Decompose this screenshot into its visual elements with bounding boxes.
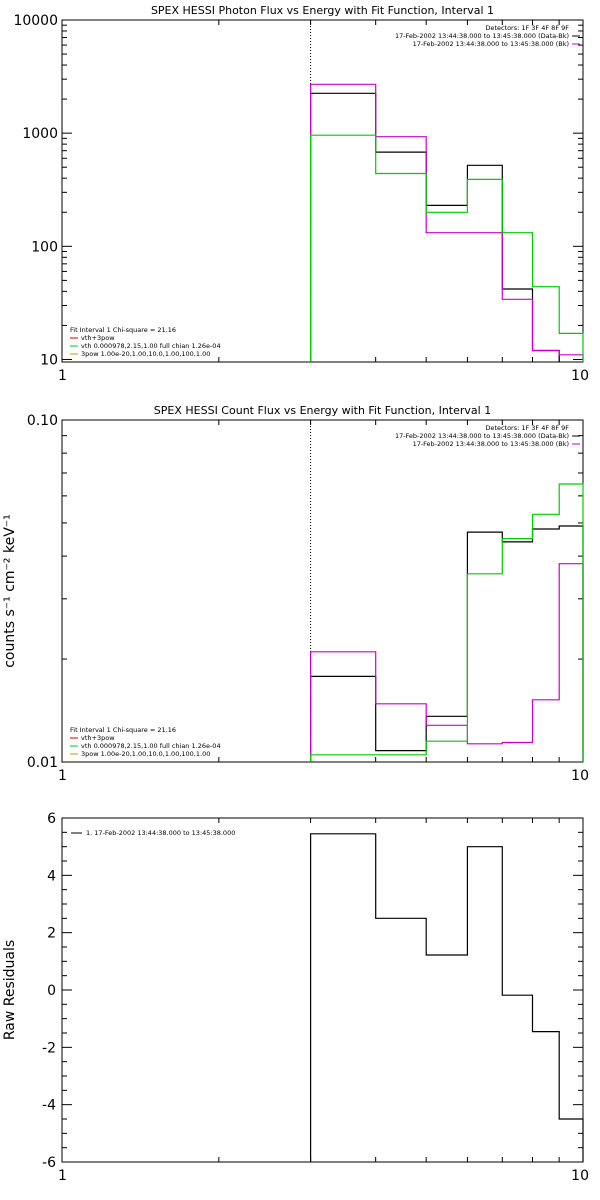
x-tick-label: 1 [58,768,67,784]
chart-title: SPEX HESSI Photon Flux vs Energy with Fi… [151,4,494,17]
legend-text: Fit Interval 1 Chi-square = 21.16 [70,726,176,734]
legend-text: 17-Feb-2002 13:44:38.000 to 13:45:38.000… [395,32,569,40]
y-tick-label: -2 [42,1040,56,1056]
series-line-3 [310,483,584,762]
legend-text: vth 0.000978,2.15,1.00 full chian 1.26e-… [81,342,221,350]
x-tick-label: 10 [571,368,589,384]
legend-text: vth+3pow [81,734,115,742]
x-tick-label: 10 [571,768,589,784]
y-axis-label: counts s⁻¹ cm⁻² keV⁻¹ [2,514,18,668]
chart-panel-1: SPEX HESSI Photon Flux vs Energy with Fi… [13,4,589,384]
series-line-1 [310,92,560,362]
legend-text: Fit Interval 1 Chi-square = 21.16 [70,326,176,334]
legend-text: vth+3pow [81,334,115,342]
y-tick-label: 100 [31,239,58,255]
legend-text: Detectors: 1F 3F 4F 8F 9F [485,424,569,432]
x-tick-label: 1 [58,368,67,384]
y-tick-label: 1000 [22,126,58,142]
y-tick-label: 0.01 [27,755,58,771]
x-tick-label: 10 [571,1168,589,1184]
y-tick-label: -4 [42,1098,56,1114]
y-tick-label: 2 [47,926,56,942]
legend-text: vth 0.000978,2.15,1.00 full chian 1.26e-… [81,742,221,750]
legend-text: 17-Feb-2002 13:44:38.000 to 13:45:38.000… [395,432,569,440]
series-line-3 [310,134,584,362]
legend-text: 17-Feb-2002 13:44:38.000 to 13:45:38.000… [413,440,569,448]
legend-text: 1. 17-Feb-2002 13:44:38.000 to 13:45:38.… [86,829,235,837]
series-line-1 [310,525,584,762]
y-tick-label: 10000 [13,13,58,29]
plot-frame [61,19,584,363]
series-line-2 [310,563,584,762]
y-tick-label: 4 [47,868,56,884]
y-tick-label: 6 [47,811,56,827]
legend-text: 17-Feb-2002 13:44:38.000 to 13:45:38.000… [413,40,569,48]
legend-text: 3pow 1.00e-20,1.00,10.0,1.00,100,1.00 [81,350,210,358]
chart-title: SPEX HESSI Count Flux vs Energy with Fit… [154,404,491,417]
legend-text: Detectors: 1F 3F 4F 8F 9F [485,24,569,32]
y-tick-label: 10 [40,352,58,368]
y-tick-label: 0.10 [27,413,58,429]
series-line-2 [310,83,584,362]
plot-frame [61,419,584,763]
chart-panel-3: 1 10 -6 -4 -2 0 2 4 6 Raw Residuals 1. 17-Feb-2002… [2,811,589,1184]
x-tick-label: 1 [58,1168,67,1184]
chart-panel-2: SPEX HESSI Count Flux vs Energy with Fit… [2,404,589,784]
plot-frame [61,817,584,1163]
series-line-1 [310,833,584,1162]
y-axis-label: Raw Residuals [2,940,18,1040]
legend-text: 3pow 1.00e-20,1.00,10.0,1.00,100,1.00 [81,750,210,758]
y-tick-label: -6 [42,1155,56,1171]
y-tick-label: 0 [47,983,56,999]
